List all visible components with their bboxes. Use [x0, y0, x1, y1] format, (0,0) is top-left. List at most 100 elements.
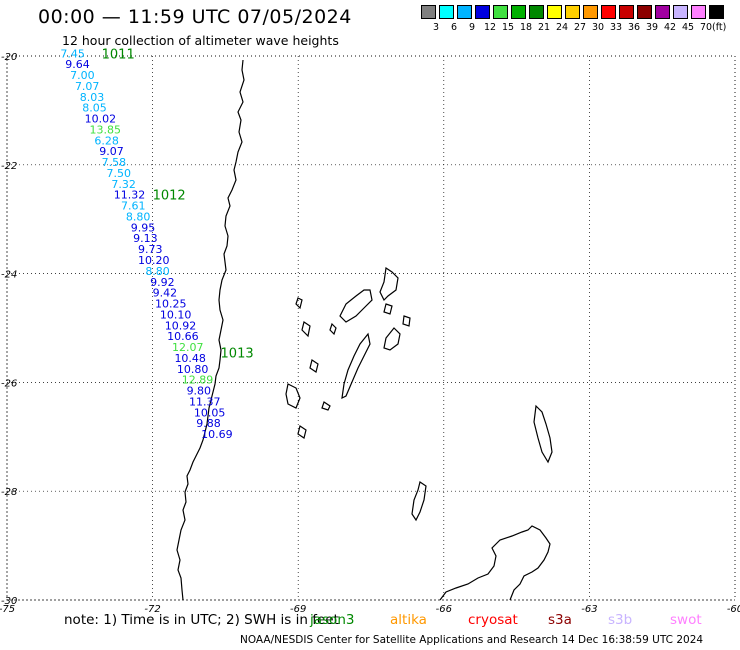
wave-height-label: 8.80 — [126, 210, 151, 223]
lake-outline-d — [383, 303, 393, 315]
satellite-legend-label: altika — [390, 612, 427, 628]
lon-tick-label: -66 — [436, 604, 452, 615]
wave-height-label: 10.02 — [85, 113, 117, 126]
lat-tick-label: -20 — [1, 52, 17, 63]
legend-label: 24 — [555, 22, 569, 33]
wave-height-label: 8.03 — [80, 91, 105, 104]
wave-height-label: 10.05 — [194, 406, 226, 419]
lake-outline-f — [295, 297, 303, 310]
satellite-legend-label: jason3 — [310, 612, 355, 628]
wave-height-label: 10.92 — [165, 319, 197, 332]
map-title: 00:00 — 11:59 UTC 07/05/2024 — [38, 6, 352, 28]
lat-tick-label: -30 — [1, 596, 17, 607]
wave-height-label: 8.80 — [145, 265, 170, 278]
lake-outline-i — [309, 359, 319, 373]
legend-label: 30 — [591, 22, 605, 33]
wave-height-label: 10.48 — [174, 352, 206, 365]
wave-height-label: 10.80 — [177, 363, 209, 376]
pass-time-label: 1013 — [221, 346, 254, 361]
map-frame — [6, 55, 736, 601]
satellite-legend-label: s3b — [608, 612, 633, 628]
wave-height-label: 10.20 — [138, 254, 170, 267]
wave-height-label: 9.80 — [187, 385, 212, 398]
lake-outline-c — [383, 327, 401, 351]
lake-outline-e — [402, 315, 411, 327]
wave-height-label: 7.45 — [60, 47, 85, 60]
legend-swatch — [583, 5, 598, 19]
legend-label: 33 — [609, 22, 623, 33]
argentina-coastline — [439, 525, 551, 601]
satellite-legend-label: swot — [670, 612, 702, 628]
wave-height-label: 7.61 — [121, 200, 146, 213]
wave-height-label: 7.32 — [111, 178, 136, 191]
legend-label: 70 — [699, 22, 713, 33]
wave-height-label: 8.05 — [82, 102, 107, 115]
wave-height-label: 12.07 — [172, 341, 204, 354]
wave-height-label: 7.00 — [70, 69, 95, 82]
wave-height-label: 7.58 — [102, 156, 127, 169]
wave-height-label: 9.92 — [150, 276, 175, 289]
wave-height-label: 9.88 — [196, 417, 221, 430]
satellite-legend-label: cryosat — [468, 612, 518, 628]
footer-note: note: 1) Time is in UTC; 2) SWH is in fe… — [64, 612, 339, 628]
lake-outline-k — [321, 401, 331, 411]
wave-height-label: 7.50 — [106, 167, 131, 180]
legend-label: 45 — [681, 22, 695, 33]
chile-coastline — [176, 59, 245, 601]
lat-tick-label: -24 — [1, 270, 17, 281]
wave-height-legend: (ft) 3 6 9 12 15 18 21 24 27 30 33 36 39 42 45 70 — [421, 5, 736, 35]
legend-swatch — [439, 5, 454, 19]
legend-unit: (ft) — [712, 22, 727, 33]
lon-tick-label: -69 — [290, 604, 306, 615]
legend-swatch — [637, 5, 652, 19]
wave-height-label: 9.64 — [65, 58, 90, 71]
lat-tick-label: -26 — [1, 378, 17, 389]
wave-height-label: 9.13 — [133, 232, 158, 245]
wave-height-label: 7.07 — [75, 80, 100, 93]
wave-height-label: 10.25 — [155, 298, 187, 311]
wave-height-label: 11.37 — [189, 395, 221, 408]
lon-tick-label: -63 — [581, 604, 597, 615]
lake-outline-g — [301, 321, 311, 338]
legend-swatch — [691, 5, 706, 19]
lake-outline-m — [411, 481, 427, 522]
satellite-legend-label: s3a — [548, 612, 572, 628]
coastline — [176, 59, 553, 601]
lake-outline-j — [285, 383, 301, 409]
legend-label: 21 — [537, 22, 551, 33]
legend-swatch — [421, 5, 436, 19]
legend-swatch — [655, 5, 670, 19]
legend-label: 12 — [483, 22, 497, 33]
lake-outline-l — [297, 425, 307, 439]
footer-credit: NOAA/NESDIS Center for Satellite Applica… — [240, 634, 704, 646]
lake-outline-a — [379, 266, 399, 302]
salt-flat-outline — [341, 332, 371, 400]
map-subtitle: 12 hour collection of altimeter wave hei… — [62, 33, 339, 48]
wave-height-label: 10.66 — [167, 330, 199, 343]
legend-swatch — [619, 5, 634, 19]
legend-swatch — [565, 5, 580, 19]
legend-swatch — [457, 5, 472, 19]
lake-outline-b — [339, 289, 373, 323]
lon-tick-label: -72 — [144, 604, 160, 615]
legend-label: 27 — [573, 22, 587, 33]
legend-label: 15 — [501, 22, 515, 33]
wave-height-label: 13.85 — [90, 123, 122, 136]
lat-tick-label: -22 — [1, 161, 17, 172]
wave-height-label: 9.07 — [99, 145, 124, 158]
wave-height-label: 10.69 — [201, 428, 233, 441]
lat-lon-grid: -75 -72 -69 -66 -63 -60 -20 -22 -24 -26 -28 -30 — [0, 52, 740, 615]
legend-swatch — [475, 5, 490, 19]
legend-label: 39 — [645, 22, 659, 33]
legend-swatch — [511, 5, 526, 19]
legend-swatch — [709, 5, 724, 19]
lat-tick-label: -28 — [1, 487, 17, 498]
legend-label: 36 — [627, 22, 641, 33]
wave-height-label: 9.42 — [153, 287, 178, 300]
wave-height-label: 10.10 — [160, 308, 192, 321]
mar-chiquita-outline — [533, 404, 553, 464]
lon-tick-label: -75 — [0, 604, 15, 615]
wave-height-label: 9.95 — [131, 221, 156, 234]
wave-height-label: 11.32 — [114, 189, 146, 202]
legend-label: 18 — [519, 22, 533, 33]
